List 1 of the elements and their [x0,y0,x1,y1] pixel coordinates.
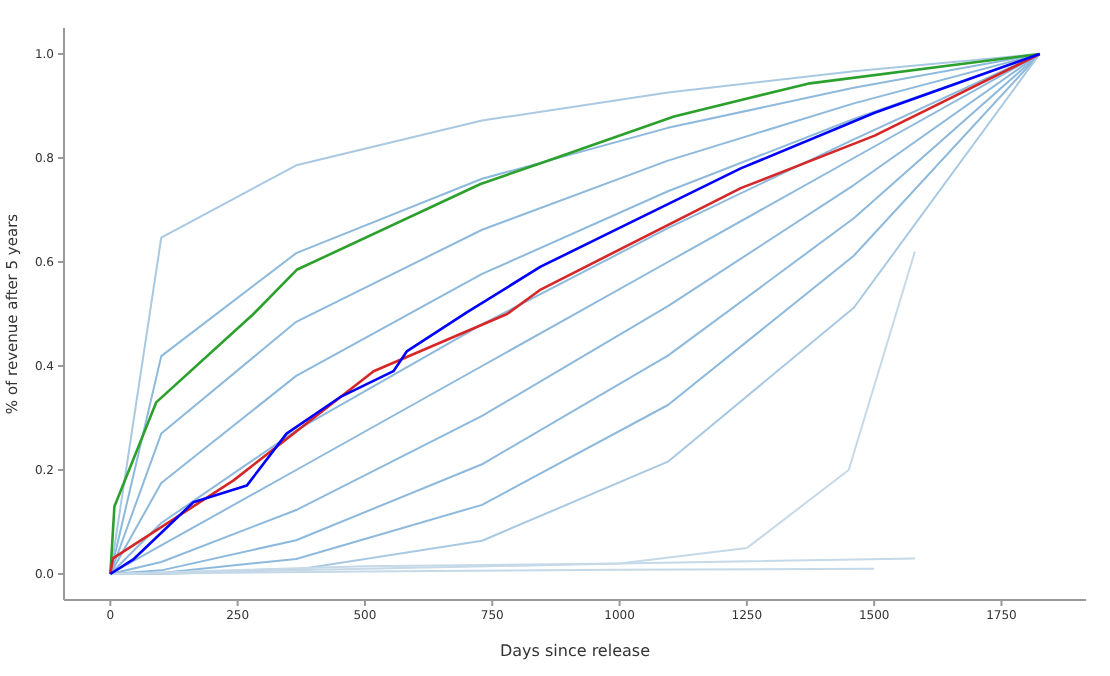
x-axis-title: Days since release [499,642,651,660]
